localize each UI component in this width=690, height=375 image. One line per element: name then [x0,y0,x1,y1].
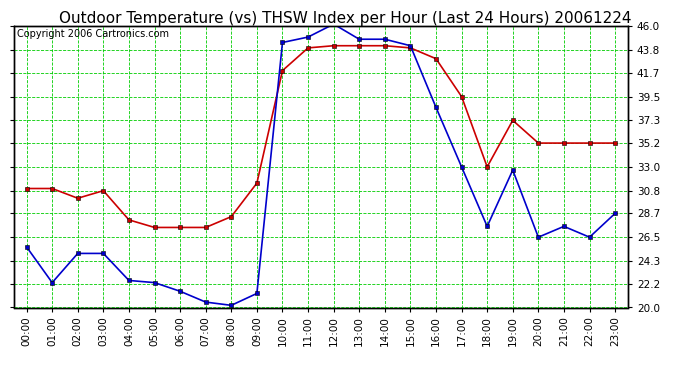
Text: Outdoor Temperature (vs) THSW Index per Hour (Last 24 Hours) 20061224: Outdoor Temperature (vs) THSW Index per … [59,11,631,26]
Text: Copyright 2006 Cartronics.com: Copyright 2006 Cartronics.com [17,29,169,39]
